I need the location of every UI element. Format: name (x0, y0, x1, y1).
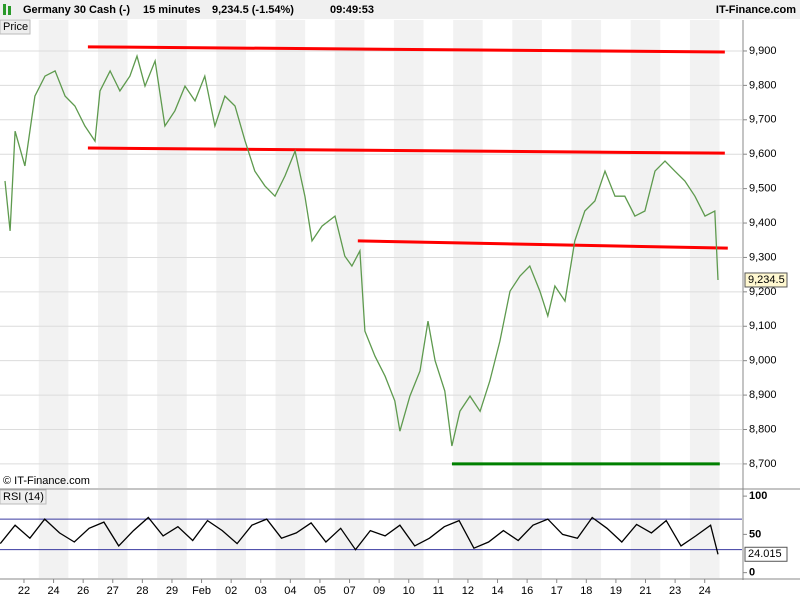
y-tick-label: 100 (749, 490, 767, 502)
y-tick-label: 0 (749, 567, 755, 579)
day-band (393, 20, 424, 488)
y-tick-label: 9,600 (749, 148, 777, 160)
y-tick-label: 9,700 (749, 114, 777, 126)
y-tick-label: 9,500 (749, 183, 777, 195)
day-band (38, 20, 69, 488)
day-band (571, 20, 602, 488)
day-band (630, 20, 661, 488)
day-band (334, 20, 365, 488)
day-band (216, 20, 246, 488)
panel-label-box (0, 489, 47, 505)
day-bands (38, 20, 720, 578)
x-tick-label: 27 (107, 585, 119, 597)
day-band (393, 490, 424, 578)
y-tick-label: 9,300 (749, 251, 777, 263)
day-band (630, 490, 661, 578)
panel-title: RSI (14) (3, 491, 44, 503)
x-tick-label: 18 (580, 585, 592, 597)
last-price-box (744, 272, 788, 288)
day-band (453, 490, 483, 578)
x-tick-label: 21 (639, 585, 651, 597)
day-band (512, 20, 542, 488)
x-tick-label: 02 (225, 585, 237, 597)
x-tick-label: 28 (136, 585, 148, 597)
x-tick-label: 14 (491, 585, 503, 597)
y-tick-label: 9,000 (749, 355, 777, 367)
x-tick-label: 11 (433, 585, 444, 597)
x-tick-label: 29 (166, 585, 178, 597)
y-tick-label: 8,900 (749, 389, 777, 401)
y-tick-label: 8,800 (749, 423, 777, 435)
day-band (157, 20, 187, 488)
y-tick-label: 9,400 (749, 217, 777, 229)
day-band (97, 490, 128, 578)
icon (8, 6, 11, 15)
y-tick-label: 8,700 (749, 458, 777, 470)
series-line (0, 516, 719, 555)
day-band (512, 490, 542, 578)
x-tick-label: 19 (610, 585, 622, 597)
day-band (216, 490, 246, 578)
trend-line (87, 146, 725, 155)
day-band (275, 20, 306, 488)
y-tick-label: 9,100 (749, 320, 777, 332)
source: © IT-Finance.com (3, 475, 90, 487)
day-band (38, 490, 69, 578)
x-tick-label: 10 (403, 585, 415, 597)
day-band (453, 20, 483, 488)
day-band (571, 490, 602, 578)
day-band (689, 490, 720, 578)
x-tick-label: 05 (314, 585, 326, 597)
interval: 15 minutes (143, 4, 200, 16)
header-bar (0, 0, 800, 19)
trend-line (357, 239, 728, 250)
day-band (689, 20, 720, 488)
x-tick-label: 22 (18, 585, 30, 597)
y-tick-label: 9,900 (749, 45, 777, 57)
last-price-label: 9,234.5 (748, 274, 785, 286)
day-band (97, 20, 128, 488)
icon (3, 4, 6, 15)
x-tick-label: 24 (47, 585, 59, 597)
x-tick-label: 17 (551, 585, 563, 597)
x-tick-label: 24 (699, 585, 711, 597)
series-line (4, 53, 719, 447)
y-tick-label: 9,800 (749, 79, 777, 91)
x-tick-label: 23 (669, 585, 681, 597)
time: 09:49:53 (330, 4, 374, 16)
x-tick-label: Feb (192, 585, 211, 597)
x-tick-label: 26 (77, 585, 89, 597)
brand: IT-Finance.com (716, 4, 796, 16)
x-tick-label: 09 (373, 585, 385, 597)
quote: 9,234.5 (-1.54%) (212, 4, 294, 16)
x-tick-label: 12 (462, 585, 474, 597)
day-band (334, 490, 365, 578)
panel-title: Price (3, 21, 28, 33)
instrument: Germany 30 Cash (-) (23, 4, 130, 16)
y-tick-label: 9,200 (749, 286, 777, 298)
last-rsi-label: 24.015 (748, 548, 782, 560)
trend-line (87, 45, 725, 54)
y-tick-label: 50 (749, 528, 761, 540)
x-tick-label: 04 (284, 585, 296, 597)
x-tick-label: 16 (521, 585, 533, 597)
panel-label-box (0, 19, 31, 35)
day-band (275, 490, 306, 578)
plot (0, 45, 742, 555)
last-rsi-box (744, 546, 788, 562)
x-tick-label: 03 (255, 585, 267, 597)
x-tick-label: 07 (343, 585, 355, 597)
